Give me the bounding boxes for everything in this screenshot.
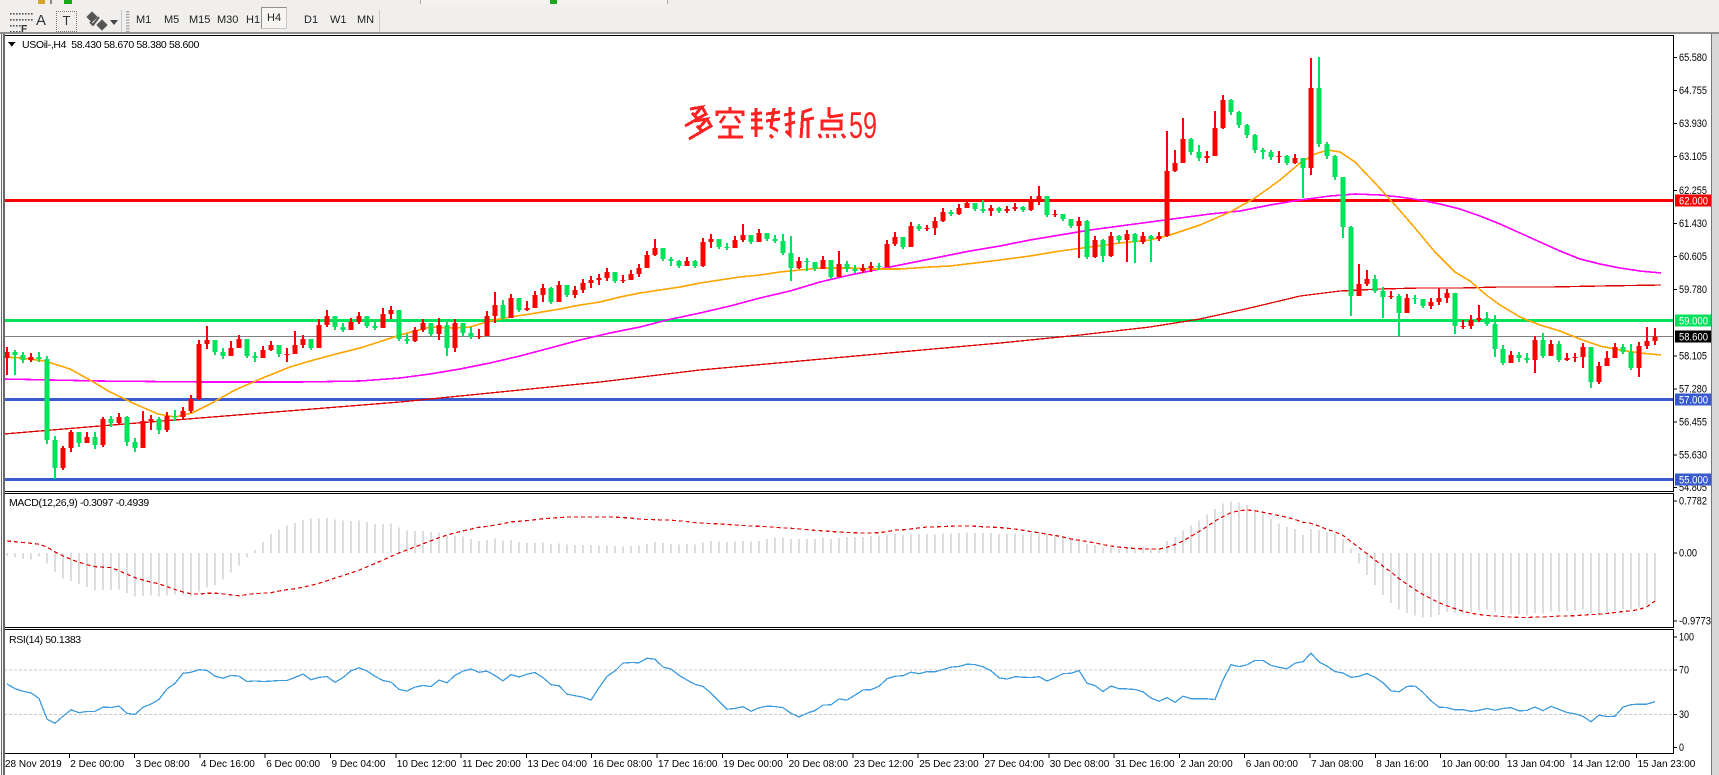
svg-text:25 Dec 23:00: 25 Dec 23:00 bbox=[919, 759, 979, 770]
svg-text:10 Jan 00:00: 10 Jan 00:00 bbox=[1442, 759, 1500, 770]
svg-text:23 Dec 12:00: 23 Dec 12:00 bbox=[854, 759, 914, 770]
svg-text:65.580: 65.580 bbox=[1679, 52, 1707, 64]
svg-text:20 Dec 08:00: 20 Dec 08:00 bbox=[789, 759, 849, 770]
svg-text:USOil-,H4 58.430 58.670 58.38: USOil-,H4 58.430 58.670 58.380 58.600 bbox=[22, 39, 200, 51]
svg-text:57.280: 57.280 bbox=[1679, 384, 1707, 396]
svg-text:2 Dec 00:00: 2 Dec 00:00 bbox=[70, 759, 124, 770]
svg-text:62.000: 62.000 bbox=[1679, 196, 1708, 208]
svg-text:9 Dec 04:00: 9 Dec 04:00 bbox=[332, 759, 386, 770]
svg-text:4 Dec 16:00: 4 Dec 16:00 bbox=[201, 759, 255, 770]
svg-text:6 Dec 00:00: 6 Dec 00:00 bbox=[266, 759, 320, 770]
svg-text:57.000: 57.000 bbox=[1679, 395, 1708, 407]
svg-text:59: 59 bbox=[849, 105, 877, 146]
svg-text:F: F bbox=[21, 24, 27, 34]
svg-text:56.455: 56.455 bbox=[1679, 416, 1707, 428]
svg-text:10 Dec 12:00: 10 Dec 12:00 bbox=[397, 759, 457, 770]
svg-text:27 Dec 04:00: 27 Dec 04:00 bbox=[985, 759, 1045, 770]
svg-text:17 Dec 16:00: 17 Dec 16:00 bbox=[658, 759, 718, 770]
svg-text:59.000: 59.000 bbox=[1679, 316, 1708, 328]
svg-text:RSI(14) 50.1383: RSI(14) 50.1383 bbox=[9, 634, 81, 646]
svg-text:31 Dec 16:00: 31 Dec 16:00 bbox=[1115, 759, 1175, 770]
svg-text:7 Jan 08:00: 7 Jan 08:00 bbox=[1311, 759, 1364, 770]
svg-text:0: 0 bbox=[1679, 742, 1684, 754]
svg-text:0.7782: 0.7782 bbox=[1679, 496, 1707, 508]
svg-text:59.780: 59.780 bbox=[1679, 284, 1707, 296]
svg-text:13 Jan 04:00: 13 Jan 04:00 bbox=[1507, 759, 1565, 770]
svg-text:70: 70 bbox=[1679, 665, 1689, 677]
svg-text:58.105: 58.105 bbox=[1679, 351, 1707, 363]
svg-text:30: 30 bbox=[1679, 709, 1689, 721]
svg-text:100: 100 bbox=[1679, 631, 1694, 643]
svg-text:-0.9773: -0.9773 bbox=[1679, 616, 1711, 628]
svg-text:0.00: 0.00 bbox=[1679, 548, 1697, 560]
svg-text:61.430: 61.430 bbox=[1679, 218, 1707, 230]
svg-text:6 Jan 00:00: 6 Jan 00:00 bbox=[1246, 759, 1299, 770]
svg-text:62.255: 62.255 bbox=[1679, 185, 1707, 197]
svg-text:MACD(12,26,9) -0.3097 -0.4939: MACD(12,26,9) -0.3097 -0.4939 bbox=[9, 497, 149, 509]
svg-text:63.930: 63.930 bbox=[1679, 118, 1707, 130]
svg-text:60.605: 60.605 bbox=[1679, 251, 1707, 263]
svg-text:14 Jan 12:00: 14 Jan 12:00 bbox=[1572, 759, 1630, 770]
svg-text:55.630: 55.630 bbox=[1679, 449, 1707, 461]
svg-text:28 Nov 2019: 28 Nov 2019 bbox=[5, 759, 62, 770]
svg-text:58.600: 58.600 bbox=[1679, 332, 1708, 344]
svg-text:13 Dec 04:00: 13 Dec 04:00 bbox=[527, 759, 587, 770]
svg-text:63.105: 63.105 bbox=[1679, 151, 1707, 163]
svg-text:64.755: 64.755 bbox=[1679, 85, 1707, 97]
svg-text:19 Dec 00:00: 19 Dec 00:00 bbox=[723, 759, 783, 770]
svg-text:16 Dec 08:00: 16 Dec 08:00 bbox=[593, 759, 653, 770]
svg-text:15 Jan 23:00: 15 Jan 23:00 bbox=[1638, 759, 1696, 770]
svg-text:8 Jan 16:00: 8 Jan 16:00 bbox=[1376, 759, 1429, 770]
svg-text:30 Dec 08:00: 30 Dec 08:00 bbox=[1050, 759, 1110, 770]
svg-text:3 Dec 08:00: 3 Dec 08:00 bbox=[136, 759, 190, 770]
svg-text:11 Dec 20:00: 11 Dec 20:00 bbox=[462, 759, 521, 770]
svg-text:55.000: 55.000 bbox=[1679, 475, 1708, 487]
svg-text:2 Jan 20:00: 2 Jan 20:00 bbox=[1180, 759, 1233, 770]
